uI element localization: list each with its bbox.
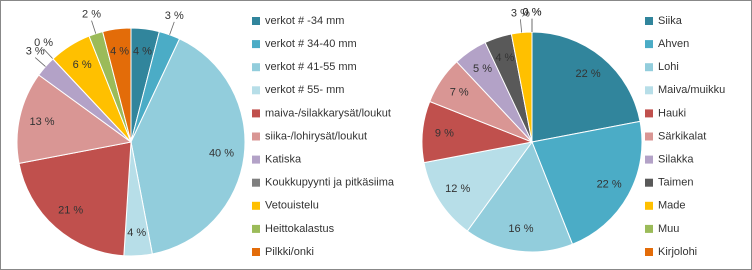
legend-label: Koukkupyynti ja pitkäsiima bbox=[265, 177, 395, 189]
legend-label: siika-/lohirysät/loukut bbox=[265, 130, 367, 142]
pie-slice bbox=[102, 27, 132, 143]
legend-label: Ahven bbox=[658, 38, 689, 50]
data-label: 3 % bbox=[26, 45, 45, 57]
legend-label: maiva-/silakkarysät/loukut bbox=[265, 107, 391, 119]
legend-label: verkot # 41-55 mm bbox=[265, 61, 357, 73]
pie-slice bbox=[531, 120, 643, 245]
legend-swatch bbox=[252, 201, 260, 210]
data-label: 3 % bbox=[511, 7, 530, 19]
legend-swatch bbox=[252, 40, 260, 49]
data-label: 12 % bbox=[445, 183, 470, 195]
data-label: 4 % bbox=[133, 45, 152, 57]
data-label: 0 % bbox=[34, 37, 53, 49]
data-label: 9 % bbox=[435, 128, 454, 140]
leader-line bbox=[91, 20, 97, 34]
legend-swatch bbox=[645, 248, 653, 256]
pie-slice bbox=[531, 31, 641, 143]
legend-label: Pilkki/onki bbox=[265, 246, 314, 258]
leader-line bbox=[43, 48, 54, 60]
data-label: 5 % bbox=[473, 63, 492, 75]
legend-label: Silakka bbox=[658, 154, 694, 166]
legend-swatch bbox=[252, 86, 260, 95]
legend-swatch bbox=[645, 63, 653, 72]
legend-label: verkot # -34 mm bbox=[265, 15, 344, 27]
legend-swatch bbox=[645, 109, 653, 118]
legend-label: Vetouistelu bbox=[265, 200, 319, 212]
data-label: 4 % bbox=[127, 227, 146, 239]
data-label: 13 % bbox=[29, 116, 54, 128]
legend-swatch bbox=[645, 201, 653, 210]
legend-label: Siika bbox=[658, 15, 683, 27]
pie-slice bbox=[18, 141, 132, 257]
data-label: 21 % bbox=[58, 204, 83, 216]
pie-slice bbox=[130, 38, 246, 255]
legend-swatch bbox=[645, 178, 653, 187]
legend-swatch bbox=[645, 40, 653, 49]
data-label: 3 % bbox=[165, 10, 184, 22]
data-label: 40 % bbox=[209, 147, 234, 159]
legend-swatch bbox=[645, 155, 653, 164]
legend-label: verkot # 55- mm bbox=[265, 84, 344, 96]
data-label: 6 % bbox=[73, 59, 92, 71]
pie-slice bbox=[16, 74, 133, 164]
legend-label: Hauki bbox=[658, 107, 686, 119]
legend-label: Särkikalat bbox=[658, 130, 706, 142]
leader-line bbox=[169, 21, 175, 35]
legend-label: Made bbox=[658, 200, 686, 212]
legend-label: Heittokalastus bbox=[265, 223, 335, 235]
legend-swatch bbox=[645, 132, 653, 141]
legend-swatch bbox=[252, 17, 260, 25]
leader-line bbox=[34, 57, 46, 67]
data-label: 22 % bbox=[576, 68, 601, 80]
pie-slice bbox=[466, 140, 574, 253]
legend-swatch bbox=[252, 109, 260, 118]
legend-label: Maiva/muikku bbox=[658, 84, 725, 96]
legend-label: verkot # 34-40 mm bbox=[265, 38, 357, 50]
legend-swatch bbox=[252, 63, 260, 72]
legend-swatch bbox=[645, 224, 653, 233]
leader-line bbox=[520, 19, 523, 33]
data-label: 0 % bbox=[523, 7, 542, 19]
legend-label: Katiska bbox=[265, 154, 302, 166]
legend-label: Lohi bbox=[658, 61, 679, 73]
data-label: 0 % bbox=[523, 7, 542, 19]
legend-swatch bbox=[645, 17, 653, 25]
data-label: 4 % bbox=[495, 52, 514, 64]
legend-swatch bbox=[252, 178, 260, 187]
data-label: 22 % bbox=[597, 178, 622, 190]
legend-swatch bbox=[252, 248, 260, 256]
data-label: 4 % bbox=[110, 45, 129, 57]
pie-slice bbox=[423, 141, 534, 232]
legend-swatch bbox=[252, 155, 260, 164]
data-label: 7 % bbox=[450, 86, 469, 98]
legend-swatch bbox=[252, 132, 260, 141]
data-label: 16 % bbox=[508, 223, 533, 235]
legend-swatch bbox=[252, 224, 260, 233]
legend-swatch bbox=[645, 86, 653, 95]
data-label: 2 % bbox=[82, 8, 101, 20]
legend-label: Taimen bbox=[658, 177, 693, 189]
legend-label: Muu bbox=[658, 223, 679, 235]
legend-label: Kirjolohi bbox=[658, 246, 697, 258]
